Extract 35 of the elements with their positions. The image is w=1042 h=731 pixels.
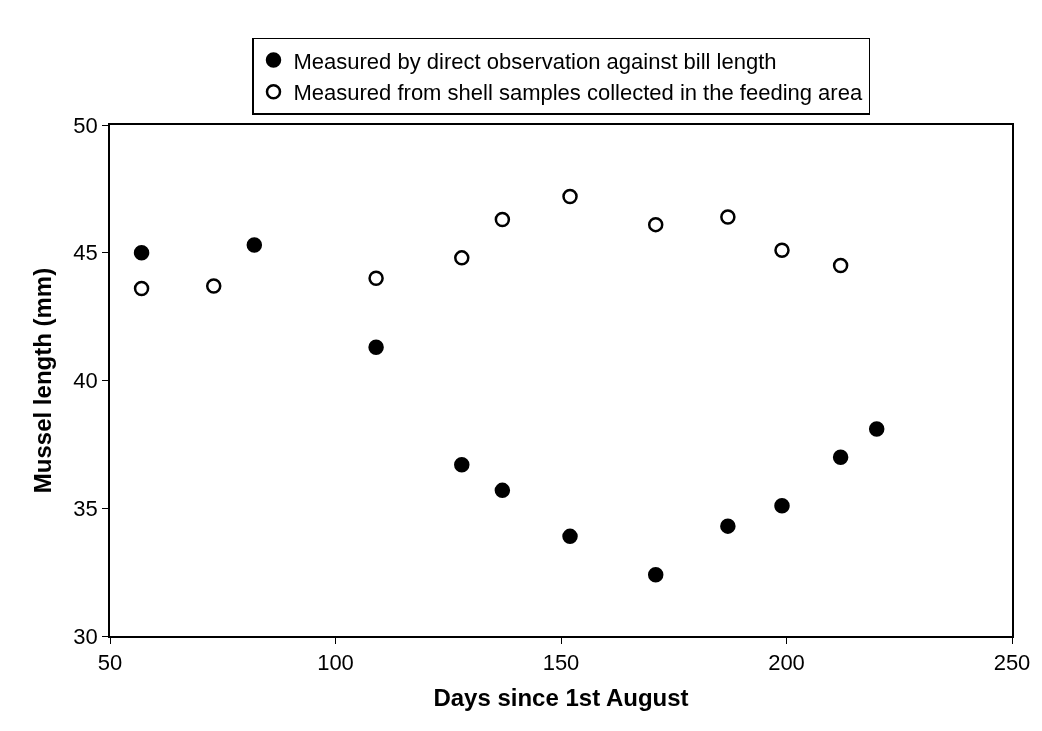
point xyxy=(774,242,790,258)
point xyxy=(647,216,664,233)
point xyxy=(368,339,384,356)
point xyxy=(205,278,222,294)
point xyxy=(246,237,263,253)
x-tick-label: 50 xyxy=(97,650,123,676)
x-axis-title: Days since 1st August xyxy=(433,683,689,711)
point xyxy=(832,449,849,465)
point xyxy=(454,457,470,473)
y-tick-label: 50 xyxy=(73,112,98,138)
x-tick-label: 100 xyxy=(317,650,354,676)
point xyxy=(133,280,150,297)
legend-label: Measured by direct observation against bill length xyxy=(293,48,777,74)
y-axis-title: Mussel length (mm) xyxy=(28,267,56,494)
point xyxy=(868,421,885,437)
y-tick-label: 30 xyxy=(73,623,98,649)
point xyxy=(562,528,578,545)
point xyxy=(562,188,578,205)
point xyxy=(647,566,664,583)
point xyxy=(720,518,736,534)
y-tick-label: 45 xyxy=(73,240,98,266)
point xyxy=(454,250,470,266)
point xyxy=(368,270,384,287)
point xyxy=(494,211,511,228)
legend-label: Measured from shell samples collected in the feeding area xyxy=(293,80,863,106)
point xyxy=(133,245,150,261)
y-tick-label: 40 xyxy=(73,368,98,394)
point xyxy=(720,209,736,225)
point xyxy=(494,482,511,499)
x-tick-label: 250 xyxy=(993,650,1031,676)
point xyxy=(774,497,790,514)
x-tick-label: 200 xyxy=(768,650,805,676)
y-tick-label: 35 xyxy=(73,495,98,521)
point xyxy=(832,257,849,274)
x-tick-label: 150 xyxy=(542,650,580,676)
